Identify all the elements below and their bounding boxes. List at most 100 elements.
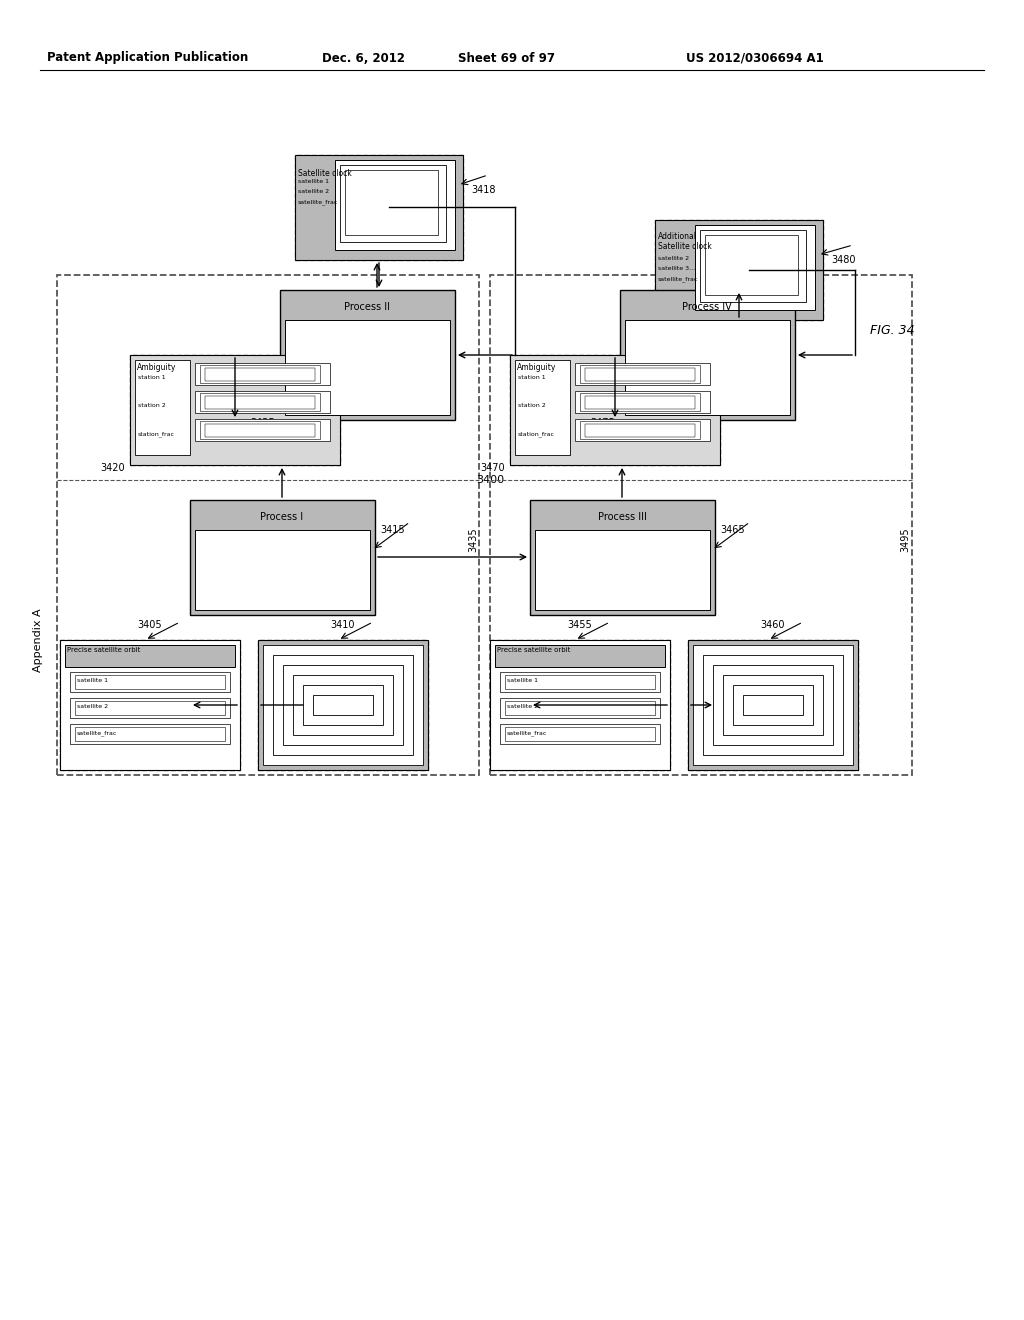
Bar — [340, 165, 446, 242]
Bar — [510, 355, 720, 465]
Text: Patent Application Publication: Patent Application Publication — [47, 51, 249, 65]
Bar — [313, 696, 373, 715]
Text: station_frac: station_frac — [518, 432, 555, 437]
Text: 3420: 3420 — [100, 463, 125, 473]
Text: Appendix A: Appendix A — [33, 609, 43, 672]
Bar — [285, 319, 450, 414]
Bar — [205, 396, 315, 409]
Bar — [575, 363, 710, 385]
Bar — [510, 355, 720, 465]
Text: Satellite clock: Satellite clock — [658, 242, 712, 251]
Bar — [258, 640, 428, 770]
Bar — [293, 675, 393, 735]
Bar — [130, 355, 340, 465]
Bar — [585, 368, 695, 381]
Text: Process IV: Process IV — [682, 302, 732, 312]
Text: station 2: station 2 — [518, 403, 546, 408]
Bar — [723, 675, 823, 735]
Bar — [200, 366, 319, 383]
Bar — [195, 391, 330, 413]
Bar — [743, 696, 803, 715]
Bar — [195, 363, 330, 385]
Bar — [75, 727, 225, 741]
Bar — [530, 500, 715, 615]
Text: station 1: station 1 — [518, 375, 546, 380]
Bar — [70, 723, 230, 744]
Text: 3405: 3405 — [137, 620, 163, 630]
Text: 3495: 3495 — [900, 528, 910, 552]
Bar — [263, 645, 423, 766]
Bar — [688, 640, 858, 770]
Bar — [200, 393, 319, 411]
Text: Dec. 6, 2012: Dec. 6, 2012 — [322, 51, 404, 65]
Text: Sheet 69 of 97: Sheet 69 of 97 — [458, 51, 555, 65]
Bar — [490, 640, 670, 770]
Text: station_frac: station_frac — [138, 432, 175, 437]
Text: 3455: 3455 — [567, 620, 592, 630]
Text: satellite 1: satellite 1 — [77, 678, 108, 682]
Text: satellite 2: satellite 2 — [298, 189, 329, 194]
Bar — [733, 685, 813, 725]
Bar — [280, 290, 455, 420]
Bar — [490, 640, 670, 770]
Bar — [713, 665, 833, 744]
Bar — [580, 366, 700, 383]
Bar — [303, 685, 383, 725]
Bar — [695, 224, 815, 310]
Text: 3418: 3418 — [471, 185, 496, 195]
Bar — [500, 723, 660, 744]
Text: 3480: 3480 — [831, 255, 855, 265]
Bar — [505, 675, 655, 689]
Text: 3410: 3410 — [331, 620, 355, 630]
Bar — [190, 500, 375, 615]
Bar — [700, 230, 806, 302]
Bar — [703, 655, 843, 755]
Text: satellite 2: satellite 2 — [77, 704, 109, 709]
Text: 3460: 3460 — [761, 620, 785, 630]
Text: satellite_frac: satellite_frac — [507, 730, 548, 735]
Text: Ambiguity: Ambiguity — [137, 363, 176, 372]
Text: Process III: Process III — [598, 512, 646, 521]
Bar — [60, 640, 240, 770]
Bar — [60, 640, 240, 770]
Text: satellite_frac: satellite_frac — [298, 199, 338, 205]
Bar — [515, 360, 570, 455]
Bar — [258, 640, 428, 770]
Bar — [693, 645, 853, 766]
Bar — [75, 701, 225, 715]
Bar — [195, 531, 370, 610]
Bar — [585, 424, 695, 437]
Text: 3470: 3470 — [480, 463, 505, 473]
Bar — [705, 235, 798, 294]
Bar — [575, 391, 710, 413]
Text: satellite 1: satellite 1 — [298, 180, 329, 183]
Bar — [655, 220, 823, 319]
Bar — [273, 655, 413, 755]
Bar — [495, 645, 665, 667]
Bar — [585, 396, 695, 409]
Text: Precise satellite orbit: Precise satellite orbit — [497, 647, 570, 653]
Bar — [535, 531, 710, 610]
Bar — [580, 421, 700, 440]
Bar — [505, 701, 655, 715]
Bar — [200, 421, 319, 440]
Bar — [57, 275, 479, 775]
Text: satellite 3...: satellite 3... — [658, 267, 695, 271]
Text: station 1: station 1 — [138, 375, 166, 380]
Bar — [205, 368, 315, 381]
Bar — [688, 640, 858, 770]
Text: 3435: 3435 — [468, 528, 478, 552]
Bar — [295, 154, 463, 260]
Bar — [655, 220, 823, 319]
Bar — [70, 698, 230, 718]
Text: Precise satellite orbit: Precise satellite orbit — [67, 647, 140, 653]
Bar — [625, 319, 790, 414]
Bar — [505, 727, 655, 741]
Bar — [135, 360, 190, 455]
Bar — [580, 393, 700, 411]
Text: 3475: 3475 — [590, 418, 615, 428]
Text: satellite 2: satellite 2 — [658, 256, 689, 261]
Text: 3415: 3415 — [380, 525, 404, 535]
Bar — [65, 645, 234, 667]
Text: Satellite clock: Satellite clock — [298, 169, 352, 178]
